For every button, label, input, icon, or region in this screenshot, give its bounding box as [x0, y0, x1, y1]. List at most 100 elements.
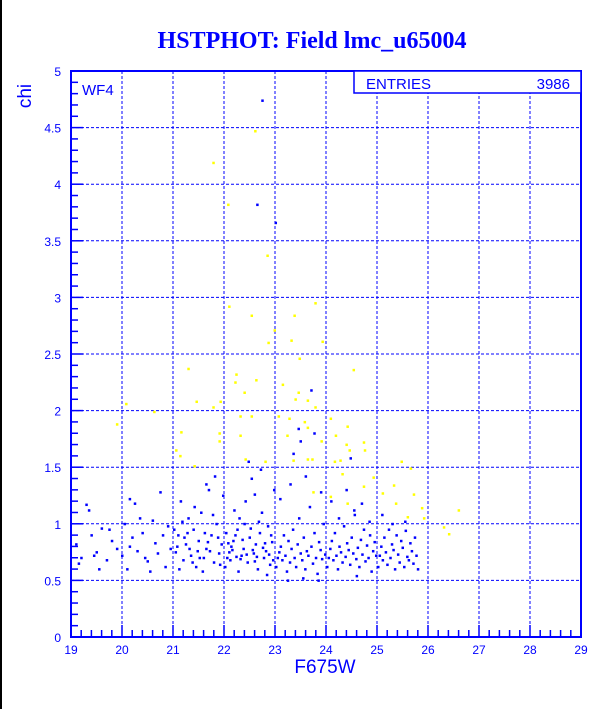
data-point [239, 415, 242, 418]
data-point [278, 551, 281, 554]
data-point [179, 454, 182, 458]
data-point [248, 536, 251, 539]
data-point [356, 546, 360, 550]
data-point [305, 549, 309, 553]
data-point [355, 574, 359, 578]
data-point [146, 560, 149, 563]
data-point [115, 423, 119, 426]
data-point [381, 513, 384, 517]
data-point [389, 556, 392, 560]
data-point [310, 389, 313, 392]
data-point [250, 314, 254, 318]
data-point [337, 517, 341, 520]
data-point [286, 579, 290, 582]
data-point [367, 556, 370, 560]
data-point [302, 536, 306, 539]
data-point [378, 554, 382, 557]
data-point [353, 509, 356, 512]
data-point [197, 539, 200, 543]
data-point [256, 203, 259, 207]
data-point [407, 559, 411, 562]
data-point [198, 556, 202, 560]
data-point [381, 559, 385, 562]
data-point [177, 534, 180, 537]
data-point [355, 557, 358, 561]
data-point [100, 527, 104, 530]
data-point [265, 573, 269, 577]
data-point [85, 503, 88, 507]
y-tick-label: 2.5 [44, 348, 61, 362]
data-point [339, 551, 343, 554]
y-tick-label: 1 [54, 518, 61, 532]
data-point [457, 509, 461, 512]
data-point [191, 561, 194, 564]
stats-box: ENTRIES 3986 [353, 70, 582, 94]
data-point [330, 539, 334, 543]
data-point [202, 556, 206, 560]
data-point [282, 534, 286, 537]
data-point [338, 545, 341, 548]
data-point [293, 314, 296, 318]
data-point [420, 506, 424, 510]
data-point [416, 568, 420, 571]
data-point [314, 302, 317, 305]
y-tick-label: 3.5 [44, 235, 61, 249]
data-point [189, 554, 193, 557]
data-point [404, 529, 408, 533]
data-point [299, 440, 302, 443]
data-point [187, 367, 190, 371]
x-tick-label: 21 [166, 643, 180, 657]
data-point [406, 516, 410, 519]
data-point [281, 559, 284, 562]
data-point [313, 531, 316, 535]
data-point [346, 425, 349, 428]
data-point [410, 549, 414, 553]
data-point [203, 531, 207, 535]
data-point [128, 545, 132, 548]
data-point [409, 467, 413, 470]
data-point [352, 552, 355, 555]
data-point [292, 459, 295, 462]
data-point [350, 536, 353, 539]
data-point [220, 543, 223, 546]
data-point [358, 565, 361, 569]
data-point [176, 545, 179, 548]
data-point [344, 555, 347, 559]
data-point [269, 534, 273, 537]
data-point [218, 563, 222, 567]
data-point [226, 556, 229, 560]
data-point [92, 554, 96, 557]
data-point [314, 556, 318, 560]
data-point [294, 398, 297, 401]
data-point [210, 534, 213, 537]
data-point [336, 568, 340, 571]
data-point [242, 547, 245, 551]
data-point [396, 553, 400, 556]
data-point [347, 548, 350, 552]
data-point [386, 563, 389, 567]
data-point [192, 528, 195, 531]
data-point [205, 547, 208, 551]
data-point [151, 519, 155, 522]
data-point [240, 554, 243, 557]
y-axis-label: chi [15, 84, 36, 108]
data-point [391, 522, 394, 526]
data-point [317, 579, 320, 582]
data-point [216, 536, 220, 539]
data-point [123, 522, 127, 526]
data-point [115, 547, 119, 551]
data-point [374, 554, 378, 557]
data-point [392, 484, 396, 487]
axis-ticks [70, 70, 582, 638]
data-point [288, 417, 291, 421]
data-point [294, 565, 298, 569]
data-point [345, 542, 349, 545]
data-point [211, 513, 215, 517]
data-point [235, 373, 238, 376]
y-tick-label: 3 [54, 291, 61, 305]
data-point [196, 549, 199, 553]
data-point [353, 513, 357, 517]
data-point [241, 538, 244, 542]
x-tick-label: 25 [370, 643, 384, 657]
data-point [128, 497, 132, 501]
